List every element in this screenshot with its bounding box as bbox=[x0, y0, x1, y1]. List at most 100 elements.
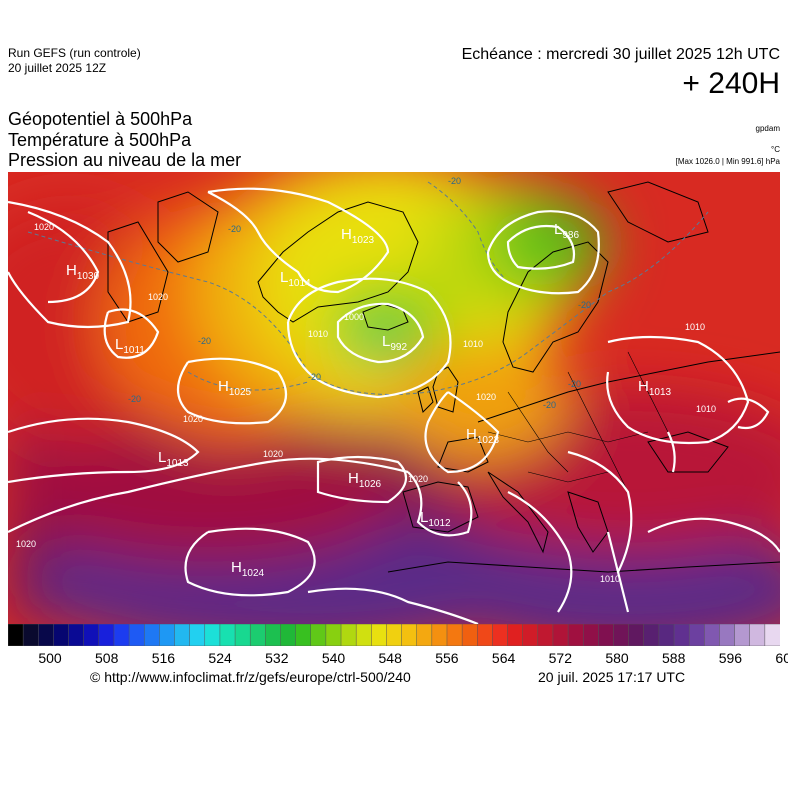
isotherm-label: -20 bbox=[128, 394, 141, 404]
isobar-label: 1020 bbox=[148, 292, 168, 302]
color-swatch bbox=[749, 624, 766, 646]
isobar-label: 1000 bbox=[344, 312, 364, 322]
isotherm-label: -20 bbox=[568, 379, 581, 389]
color-swatch bbox=[355, 624, 372, 646]
title-pressure: Pression au niveau de la mer bbox=[8, 150, 242, 170]
pressure-center: L1014 bbox=[280, 269, 311, 289]
run-label: Run GEFS (run controle) bbox=[8, 46, 141, 60]
color-swatch bbox=[295, 624, 312, 646]
pressure-center: H1023 bbox=[466, 426, 500, 446]
color-swatch bbox=[189, 624, 206, 646]
pressure-centers: H1030 H1023 L1014 L986 L1011 L992 H1025 … bbox=[66, 221, 672, 579]
color-scale-tick: 532 bbox=[265, 650, 289, 666]
isobar-label: 1020 bbox=[408, 474, 428, 484]
isotherm-label: -20 bbox=[308, 372, 321, 382]
color-swatch bbox=[401, 624, 418, 646]
source-url: © http://www.infoclimat.fr/z/gefs/europe… bbox=[90, 669, 411, 685]
isobar-label: 1020 bbox=[263, 449, 283, 459]
isobar-label: 1020 bbox=[16, 539, 36, 549]
pressure-center: H1013 bbox=[638, 378, 672, 398]
isobar-label: 1020 bbox=[476, 392, 496, 402]
color-swatch bbox=[416, 624, 433, 646]
generated-time: 20 juil. 2025 17:17 UTC bbox=[538, 669, 686, 685]
color-swatch bbox=[582, 624, 599, 646]
color-swatch bbox=[567, 624, 584, 646]
pressure-center: H1026 bbox=[348, 470, 382, 490]
color-swatch bbox=[310, 624, 327, 646]
pressure-center: H1025 bbox=[218, 378, 252, 398]
isobar-label: 1010 bbox=[600, 574, 620, 584]
color-swatch bbox=[159, 624, 176, 646]
forecast-valid-time: Echéance : mercredi 30 juillet 2025 12h … bbox=[461, 46, 780, 63]
pressure-range: [Max 1026.0 | Min 991.6] hPa bbox=[675, 157, 780, 166]
color-swatch bbox=[734, 624, 751, 646]
country-borders bbox=[487, 351, 669, 493]
forecast-horizon: + 240H bbox=[682, 67, 780, 100]
isobar-value-labels: 1020 1020 1020 1020 1020 1020 1010 1010 … bbox=[16, 222, 716, 584]
title-geopotential: Géopotentiel à 500hPa bbox=[8, 109, 193, 129]
color-swatch bbox=[325, 624, 342, 646]
isotherm-label: -20 bbox=[198, 336, 211, 346]
color-swatch bbox=[522, 624, 539, 646]
color-swatch bbox=[204, 624, 221, 646]
color-swatch bbox=[83, 624, 100, 646]
color-swatch bbox=[280, 624, 297, 646]
pressure-center: H1023 bbox=[341, 226, 375, 246]
color-scale bbox=[8, 624, 780, 646]
color-scale-tick: 572 bbox=[548, 650, 572, 666]
color-swatch bbox=[143, 624, 160, 646]
pressure-center: L1012 bbox=[420, 509, 451, 529]
color-scale-tick: 564 bbox=[491, 650, 516, 666]
color-swatch bbox=[446, 624, 463, 646]
weather-map: 1020 1020 1020 1020 1020 1020 1010 1010 … bbox=[8, 172, 780, 624]
isotherm-label: -20 bbox=[448, 176, 461, 186]
color-swatch bbox=[507, 624, 524, 646]
isobar-label: 1010 bbox=[308, 329, 328, 339]
isobar-label: 1010 bbox=[696, 404, 716, 414]
isobar-label: 1010 bbox=[463, 339, 483, 349]
pressure-center: L992 bbox=[382, 333, 407, 353]
color-swatch bbox=[249, 624, 266, 646]
color-scale-tick: 508 bbox=[95, 650, 119, 666]
temperature-isotherms bbox=[27, 181, 709, 395]
color-swatch bbox=[386, 624, 403, 646]
isobar-label: 1010 bbox=[685, 322, 705, 332]
color-scale-tick: 540 bbox=[321, 650, 346, 666]
color-swatch bbox=[8, 624, 24, 646]
isotherm-label: -20 bbox=[228, 224, 241, 234]
color-swatch bbox=[673, 624, 690, 646]
color-swatch bbox=[53, 624, 70, 646]
color-swatch bbox=[628, 624, 645, 646]
color-swatch bbox=[128, 624, 145, 646]
color-swatch bbox=[174, 624, 191, 646]
title-temperature: Température à 500hPa bbox=[8, 130, 192, 150]
color-swatch bbox=[22, 624, 39, 646]
color-swatch bbox=[613, 624, 630, 646]
color-scale-tick: 516 bbox=[151, 650, 176, 666]
color-swatch bbox=[598, 624, 615, 646]
color-swatch bbox=[113, 624, 130, 646]
color-swatch bbox=[719, 624, 736, 646]
isobar-label: 1020 bbox=[34, 222, 54, 232]
color-swatch bbox=[219, 624, 236, 646]
temperature-unit: °C bbox=[771, 145, 780, 154]
pressure-center: L986 bbox=[554, 221, 579, 241]
color-swatch bbox=[431, 624, 448, 646]
color-swatch bbox=[371, 624, 387, 646]
color-swatch bbox=[234, 624, 251, 646]
color-swatch bbox=[537, 624, 554, 646]
isobars bbox=[8, 187, 780, 624]
geopotential-field bbox=[8, 172, 780, 624]
color-swatch bbox=[658, 624, 675, 646]
color-scale-tick: 548 bbox=[378, 650, 402, 666]
color-swatch bbox=[98, 624, 115, 646]
color-scale-tick: 596 bbox=[718, 650, 743, 666]
color-swatch bbox=[38, 624, 54, 646]
color-swatch bbox=[552, 624, 569, 646]
color-swatch bbox=[688, 624, 705, 646]
color-swatch bbox=[265, 624, 282, 646]
isotherm-label: -20 bbox=[543, 400, 556, 410]
color-swatch bbox=[492, 624, 509, 646]
color-scale-tick: 556 bbox=[435, 650, 459, 666]
color-swatch bbox=[477, 624, 493, 646]
